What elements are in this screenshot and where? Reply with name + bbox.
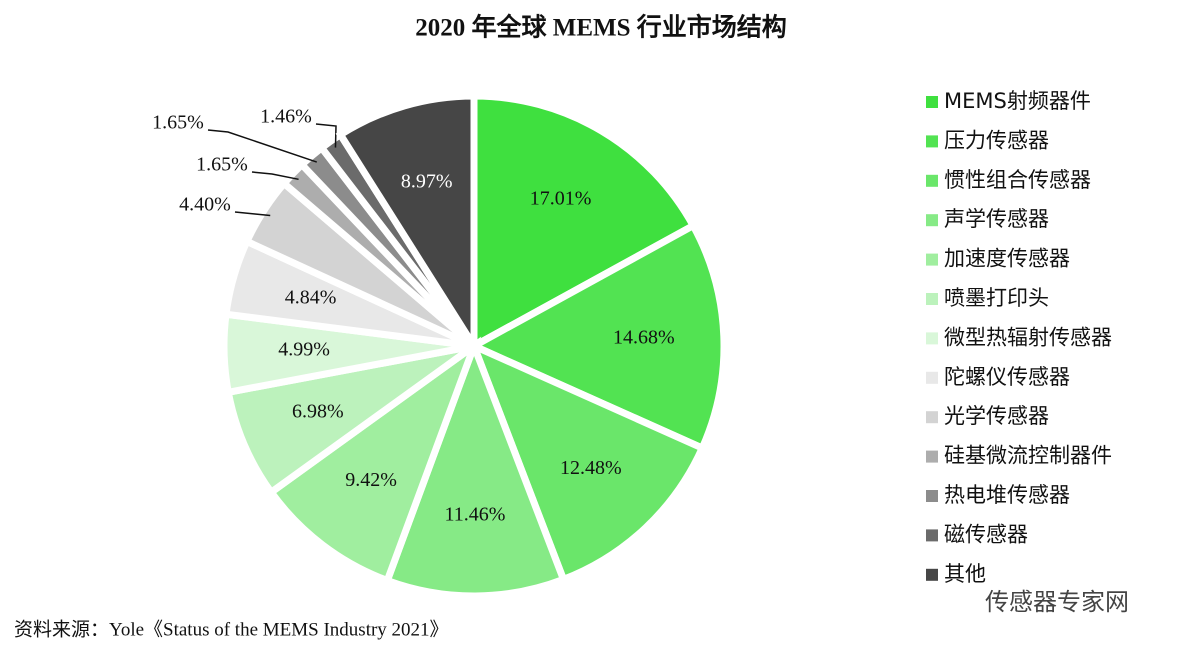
legend-swatch <box>926 253 938 266</box>
pie-slice <box>470 92 698 352</box>
data-label: 8.97% <box>401 170 453 192</box>
legend-swatch <box>926 490 938 502</box>
data-label: 1.65% <box>196 154 248 176</box>
legend-label: 压力传感器 <box>944 128 1049 152</box>
legend-swatch <box>926 450 938 463</box>
data-label: 9.42% <box>345 469 397 491</box>
chart-title: 2020 年全球 MEMS 行业市场结构 <box>415 13 787 42</box>
data-label: 6.98% <box>292 401 344 423</box>
legend-swatch <box>926 411 938 424</box>
pie-slice <box>266 336 482 585</box>
legend-label: MEMS射频器件 <box>944 89 1091 113</box>
legend-swatch <box>926 96 938 108</box>
leader-line <box>207 129 318 163</box>
data-label: 1.65% <box>152 112 204 134</box>
data-label: 4.99% <box>278 339 330 361</box>
legend-label: 陀螺仪传感器 <box>944 365 1070 389</box>
data-label: 4.40% <box>179 194 231 216</box>
legend-label: 惯性组合传感器 <box>944 168 1091 192</box>
pie-slice <box>382 336 568 600</box>
legend-label: 喷墨打印头 <box>944 286 1049 310</box>
legend-swatch <box>926 371 938 384</box>
leader-line <box>234 211 271 217</box>
legend-label: 硅基微流控制器件 <box>944 444 1112 468</box>
data-label: 14.68% <box>613 327 675 349</box>
pie-slice <box>466 220 728 453</box>
legend-swatch <box>926 529 938 542</box>
watermark: 传感器专家网 <box>985 588 1129 616</box>
data-label: 4.84% <box>285 287 337 309</box>
legend-label: 其他 <box>944 562 986 586</box>
legend-label: 光学传感器 <box>944 404 1049 428</box>
legend-swatch <box>926 135 938 148</box>
pie-slice <box>335 92 478 359</box>
legend-swatch <box>926 332 938 345</box>
leader-line <box>251 171 299 181</box>
data-label: 11.46% <box>445 504 506 526</box>
legend-label: 声学传感器 <box>944 207 1049 231</box>
source-note: 资料来源：Yole《Status of the MEMS Industry 20… <box>14 618 449 640</box>
legend-swatch <box>926 568 938 581</box>
data-label: 17.01% <box>530 187 592 209</box>
data-label: 12.48% <box>560 457 622 479</box>
legend-swatch <box>926 174 938 187</box>
legend-swatch <box>926 214 938 227</box>
pie-slice <box>467 339 707 584</box>
legend-label: 磁传感器 <box>944 522 1028 546</box>
legend-swatch <box>926 293 938 305</box>
legend-label: 热电堆传感器 <box>944 483 1070 507</box>
data-label: 1.46% <box>260 106 312 128</box>
legend-label: 微型热辐射传感器 <box>944 325 1112 349</box>
legend-label: 加速度传感器 <box>944 247 1070 271</box>
leader-line <box>315 123 337 148</box>
